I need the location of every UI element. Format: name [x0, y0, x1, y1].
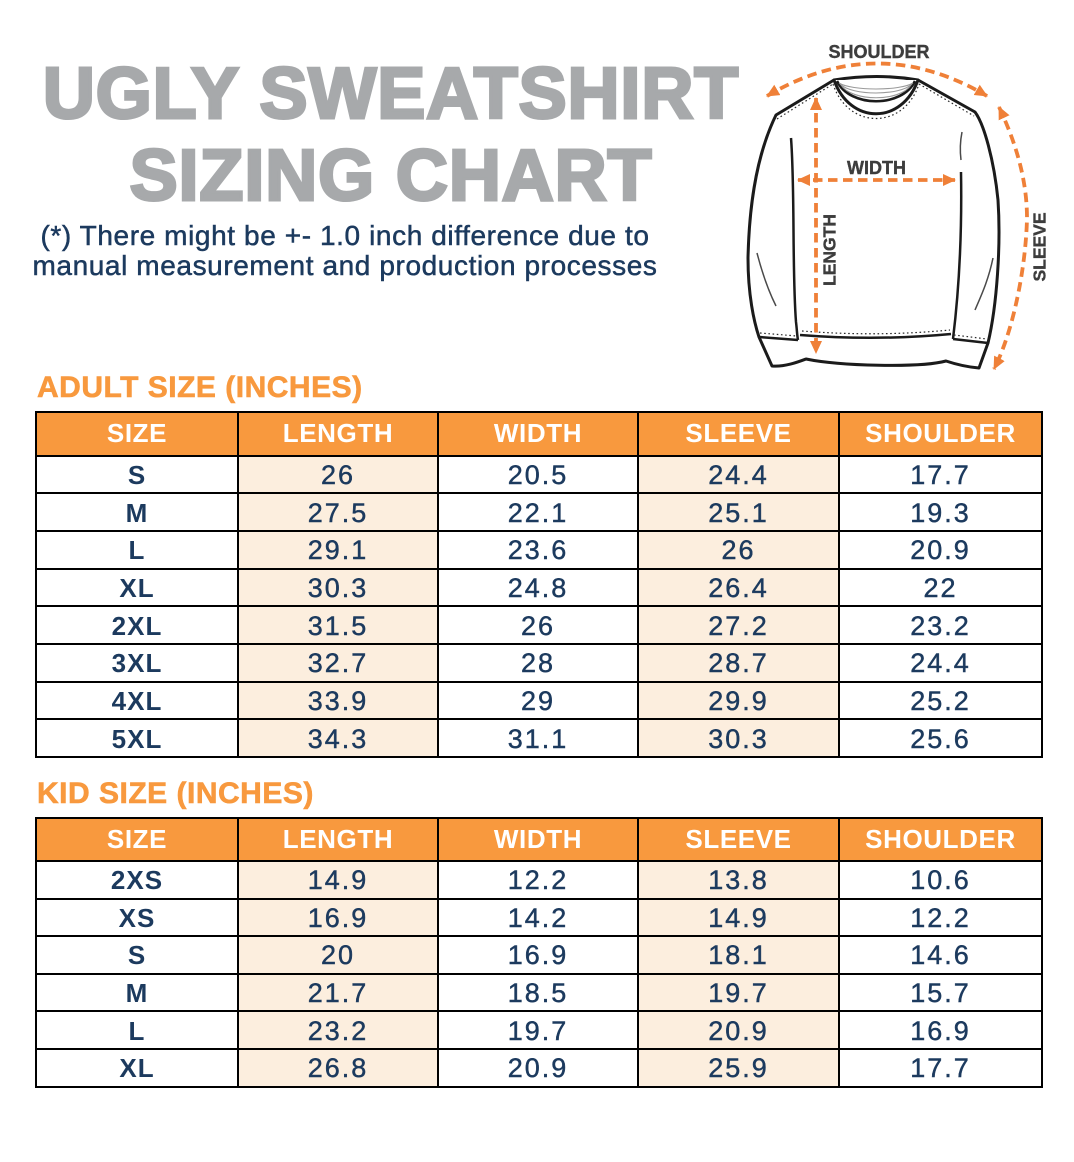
svg-text:SHOULDER: SHOULDER [828, 42, 929, 62]
svg-text:LENGTH: LENGTH [820, 214, 840, 286]
svg-text:WIDTH: WIDTH [847, 158, 906, 178]
svg-text:SLEEVE: SLEEVE [1030, 212, 1050, 281]
